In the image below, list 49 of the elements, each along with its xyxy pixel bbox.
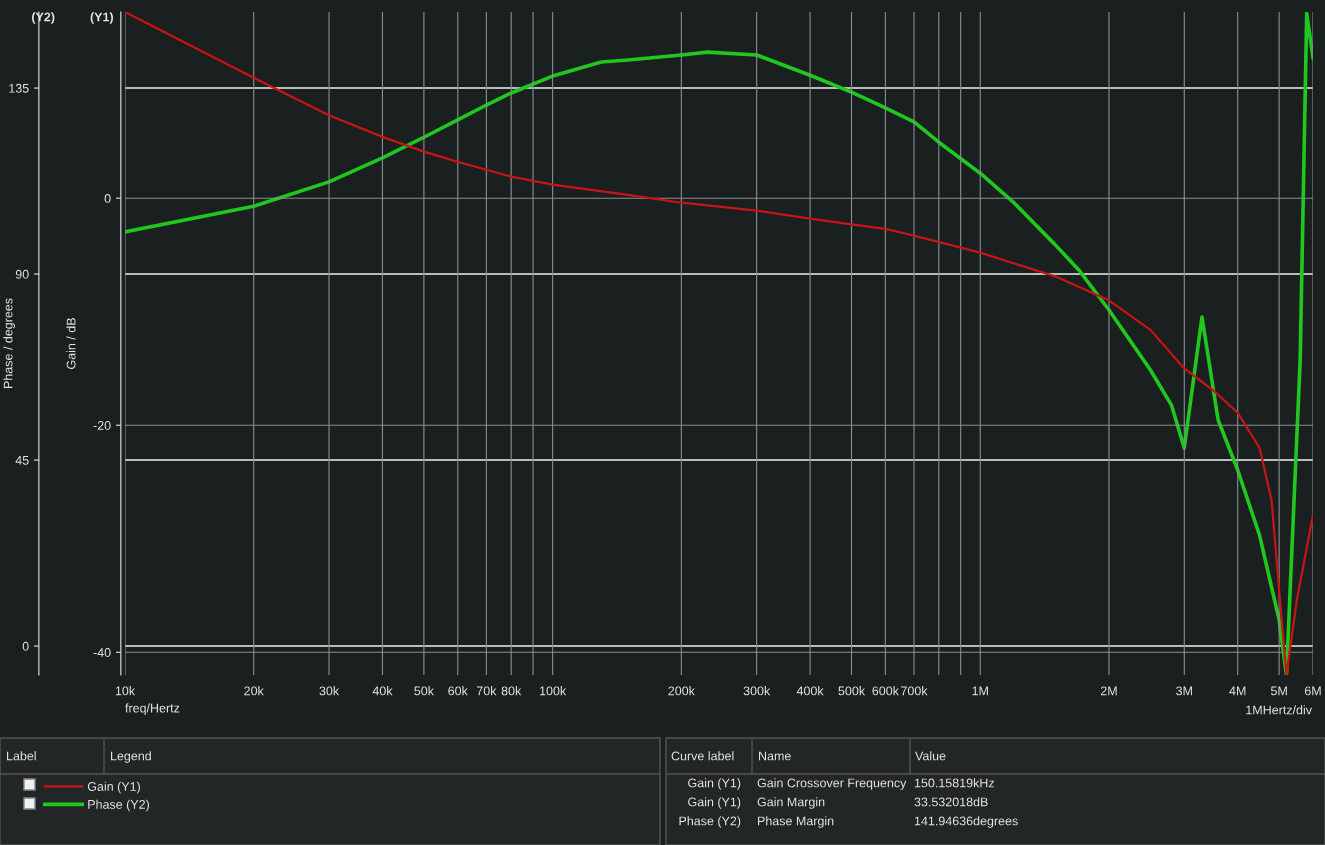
y-tick-label: -40: [93, 648, 111, 657]
text: 150.15819kHz: [914, 778, 994, 788]
x-tick-label: 70k: [476, 686, 497, 696]
x-tick-label: 3M: [1176, 686, 1192, 696]
x-tick-label: 6M: [1304, 686, 1321, 696]
y2-axis-title: Phase / degrees: [3, 298, 15, 388]
x-tick-label: 400k: [796, 686, 824, 696]
x-tick-label: 20k: [244, 686, 264, 696]
text: 33.532018dB: [914, 797, 988, 807]
text: Phase (Y2): [679, 816, 741, 828]
x-tick-label: 10k: [115, 686, 136, 696]
text: Gain Crossover Frequency: [757, 778, 907, 790]
x-tick-label: 40k: [372, 686, 393, 696]
x-tick-label: 600k: [872, 686, 899, 696]
text: Legend: [111, 751, 151, 763]
x-tick-label: 500k: [838, 686, 866, 696]
x-tick-label: 1M: [972, 686, 988, 696]
x-tick-label: 80k: [501, 686, 522, 696]
y-tick-label: -20: [93, 421, 111, 430]
y2-tick-label: 135: [9, 83, 29, 93]
text: Gain Margin: [757, 797, 825, 809]
x-tick-label: 5M: [1270, 686, 1287, 696]
x-tick-label: 2M: [1100, 686, 1117, 696]
x-tick-label: 60k: [448, 686, 468, 696]
x-tick-label: 200k: [668, 686, 695, 696]
y2-tick-label: 90: [15, 269, 29, 279]
x-tick-label: 100k: [540, 686, 567, 696]
y-tick-label: 0: [104, 193, 111, 203]
text: Phase Margin: [758, 816, 834, 828]
text: Name: [759, 751, 791, 761]
x-tick-label: 50k: [414, 686, 434, 696]
x-axis-title: freq/Hertz: [125, 703, 180, 715]
x-tick-label: 700k: [901, 686, 928, 696]
text: Gain (Y1): [688, 797, 741, 809]
y2-tick-label: 45: [15, 455, 29, 465]
x-tick-label: 300k: [743, 686, 771, 696]
text: Curve label: [671, 751, 734, 761]
legend-label: Phase (Y2): [88, 799, 149, 812]
x-tick-label: 4M: [1229, 686, 1246, 696]
x-tick-label: 30k: [319, 686, 340, 696]
text: Value: [915, 751, 946, 761]
y-axis-title: Gain / dB: [66, 318, 76, 369]
text: 1MHertz/div: [1246, 705, 1312, 715]
text: (Y1): [90, 12, 113, 24]
text: 141.94636degrees: [914, 816, 1018, 828]
legend-label: Gain (Y1): [87, 781, 140, 794]
text: Gain (Y1): [688, 778, 741, 790]
text: Label: [7, 751, 36, 761]
y2-tick-label: 0: [22, 641, 29, 651]
